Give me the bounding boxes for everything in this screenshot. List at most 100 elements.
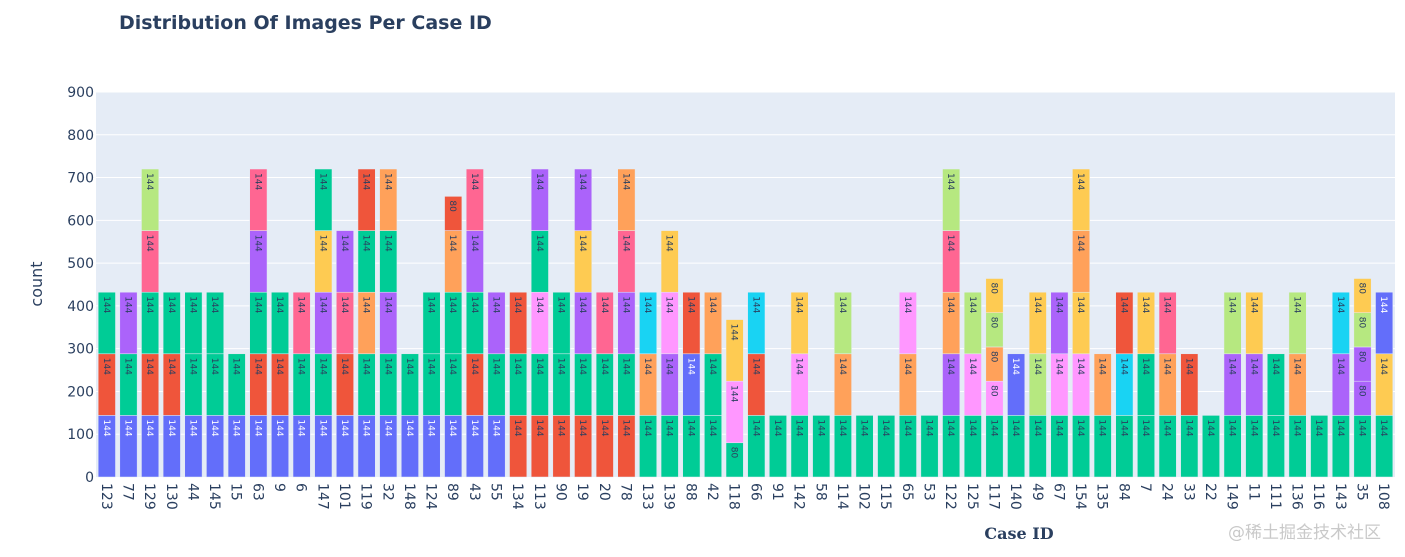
bar-segment[interactable]	[141, 168, 160, 231]
bar-segment[interactable]	[725, 319, 744, 382]
bar-stack-118[interactable]: 80 144 144	[725, 319, 744, 478]
bar-segment[interactable]	[898, 291, 917, 355]
bar-segment[interactable]	[1093, 353, 1112, 416]
bar-segment[interactable]	[465, 168, 484, 231]
bar-segment[interactable]	[379, 168, 398, 231]
bar-stack-32[interactable]: 144 144 144 144 144	[379, 168, 398, 478]
bar-segment[interactable]	[249, 168, 268, 231]
bar-segment[interactable]	[401, 353, 419, 416]
bar-segment[interactable]	[1267, 353, 1285, 416]
bar-segment[interactable]	[1223, 291, 1242, 355]
bar-segment[interactable]	[206, 291, 224, 355]
bar-segment[interactable]	[1353, 278, 1372, 313]
bar-segment[interactable]	[444, 196, 463, 231]
bar-stack-15[interactable]: 144 144	[227, 353, 246, 478]
bar-stack-67[interactable]: 144 144 144	[1050, 291, 1069, 478]
bar-segment[interactable]	[509, 291, 528, 355]
bar-segment[interactable]	[574, 168, 593, 231]
bar-stack-6[interactable]: 144 144 144	[292, 291, 311, 478]
bar-segment[interactable]	[1072, 168, 1090, 231]
bar-stack-140[interactable]: 144 144	[1007, 353, 1026, 478]
bar-stack-143[interactable]: 144 144 144	[1331, 291, 1350, 478]
bar-segment[interactable]	[942, 168, 961, 231]
bar-stack-7[interactable]: 144 144 144	[1137, 291, 1155, 478]
bar-stack-44[interactable]: 144 144 144	[184, 291, 203, 478]
bar-stack-139[interactable]: 144 144 144 144	[660, 230, 679, 478]
bar-stack-135[interactable]: 144 144	[1093, 353, 1112, 478]
bar-stack-65[interactable]: 144 144 144	[898, 291, 917, 478]
bar-stack-91[interactable]: 144	[769, 415, 787, 478]
bar-stack-33[interactable]: 144 144	[1180, 353, 1199, 478]
bar-stack-125[interactable]: 144 144 144	[963, 291, 982, 478]
bar-stack-9[interactable]: 144 144 144	[271, 291, 289, 478]
bar-segment[interactable]	[595, 291, 614, 355]
bar-stack-145[interactable]: 144 144 144	[206, 291, 224, 478]
bar-segment[interactable]	[552, 291, 571, 355]
bar-stack-111[interactable]: 144 144	[1267, 353, 1285, 478]
bar-segment[interactable]	[1202, 415, 1220, 478]
bar-stack-115[interactable]: 144	[877, 415, 896, 478]
bar-stack-134[interactable]: 144 144 144	[509, 291, 528, 478]
bar-segment[interactable]	[877, 415, 896, 478]
bar-segment[interactable]	[314, 168, 333, 231]
bar-segment[interactable]	[1245, 291, 1264, 355]
bar-stack-136[interactable]: 144 144 144	[1288, 291, 1307, 478]
bar-stack-129[interactable]: 144 144 144 144 144	[141, 168, 160, 478]
bar-stack-24[interactable]: 144 144 144	[1158, 291, 1177, 478]
bar-segment[interactable]	[1180, 353, 1199, 416]
bar-stack-66[interactable]: 144 144 144	[747, 291, 766, 478]
bar-segment[interactable]	[1007, 353, 1026, 416]
bar-segment[interactable]	[1288, 291, 1307, 355]
bar-stack-11[interactable]: 144 144 144	[1245, 291, 1264, 478]
bar-segment[interactable]	[1310, 415, 1329, 478]
bar-stack-43[interactable]: 144 144 144 144 144	[465, 168, 484, 478]
bar-segment[interactable]	[704, 291, 722, 355]
bar-stack-154[interactable]: 144 144 144 144 144	[1072, 168, 1090, 478]
bar-stack-19[interactable]: 144 144 144 144 144	[574, 168, 593, 478]
bar-segment[interactable]	[985, 278, 1004, 313]
bar-stack-88[interactable]: 144 144 144	[682, 291, 701, 478]
bar-segment[interactable]	[660, 230, 679, 293]
bar-segment[interactable]	[227, 353, 246, 416]
bar-segment[interactable]	[1115, 291, 1134, 355]
bar-stack-101[interactable]: 144 144 144 144	[336, 230, 354, 478]
bar-stack-117[interactable]: 144 80 80 80 80	[985, 278, 1004, 478]
bar-stack-35[interactable]: 144 80 80 80 80	[1353, 278, 1372, 478]
bar-stack-20[interactable]: 144 144 144	[595, 291, 614, 478]
bar-segment[interactable]	[639, 291, 657, 355]
bar-segment[interactable]	[422, 291, 441, 355]
bar-segment[interactable]	[812, 415, 831, 478]
bar-stack-148[interactable]: 144 144	[401, 353, 419, 478]
bar-segment[interactable]	[1331, 291, 1350, 355]
bar-stack-42[interactable]: 144 144 144	[704, 291, 722, 478]
bar-segment[interactable]	[1158, 291, 1177, 355]
bar-segment[interactable]	[920, 415, 939, 478]
bar-segment[interactable]	[162, 291, 181, 355]
bar-stack-55[interactable]: 144 144 144	[487, 291, 506, 478]
bar-stack-108[interactable]: 144 144 144	[1375, 291, 1394, 478]
bar-segment[interactable]	[855, 415, 874, 478]
bar-segment[interactable]	[769, 415, 787, 478]
bar-segment[interactable]	[963, 291, 982, 355]
bar-segment[interactable]	[1137, 291, 1155, 355]
bar-stack-63[interactable]: 144 144 144 144 144	[249, 168, 268, 478]
bar-segment[interactable]	[119, 291, 138, 355]
bar-segment[interactable]	[487, 291, 506, 355]
bar-stack-78[interactable]: 144 144 144 144 144	[617, 168, 636, 478]
bar-segment[interactable]	[357, 168, 376, 231]
bar-stack-114[interactable]: 144 144 144	[834, 291, 852, 478]
bar-stack-133[interactable]: 144 144 144	[639, 291, 657, 478]
bar-segment[interactable]	[1375, 291, 1394, 355]
bar-stack-53[interactable]: 144	[920, 415, 939, 478]
bar-segment[interactable]	[271, 291, 289, 355]
bar-segment[interactable]	[790, 291, 809, 355]
bar-segment[interactable]	[834, 291, 852, 355]
bar-stack-90[interactable]: 144 144 144	[552, 291, 571, 478]
bar-stack-58[interactable]: 144	[812, 415, 831, 478]
bar-stack-123[interactable]: 144 144 144	[97, 291, 116, 478]
bar-segment[interactable]	[97, 291, 116, 355]
bar-stack-77[interactable]: 144 144 144	[119, 291, 138, 478]
bar-stack-147[interactable]: 144 144 144 144 144	[314, 168, 333, 478]
bar-stack-124[interactable]: 144 144 144	[422, 291, 441, 478]
bar-segment[interactable]	[747, 291, 766, 355]
